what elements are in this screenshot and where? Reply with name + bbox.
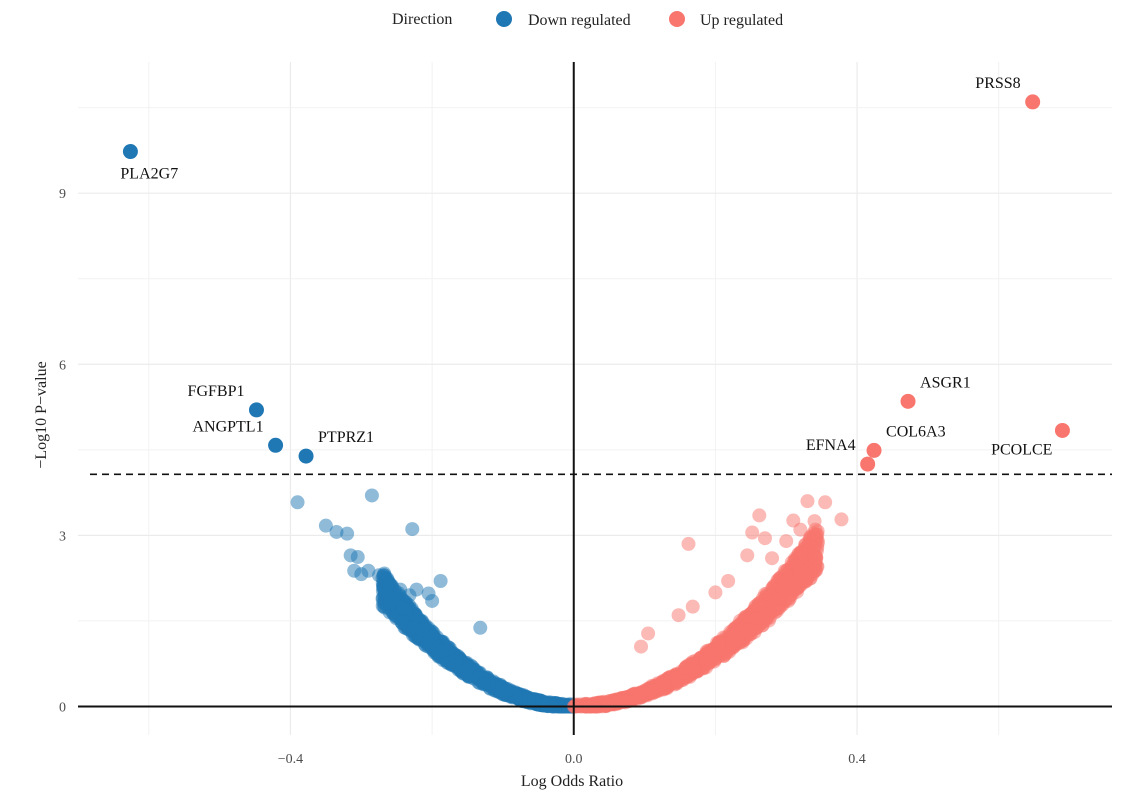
point-down xyxy=(521,693,536,708)
point-up xyxy=(646,683,661,698)
point-up xyxy=(765,551,780,566)
point-up xyxy=(806,526,821,541)
gene-label-fgfbp1: FGFBP1 xyxy=(188,383,245,400)
point-down xyxy=(290,495,305,510)
x-axis-title: Log Odds Ratio xyxy=(521,773,623,790)
gene-labels: PLA2G7 FGFBP1 ANGPTL1 PTPRZ1 PRSS8 ASGR1 COL6A… xyxy=(120,75,1052,459)
x-tick-label: 0.0 xyxy=(565,752,583,767)
point-labeled-fgfbp1 xyxy=(248,402,264,418)
legend-label-up: Up regulated xyxy=(700,12,783,29)
gene-label-angptl1: ANGPTL1 xyxy=(192,418,263,435)
legend-swatch-up xyxy=(669,11,685,27)
axes xyxy=(78,62,1112,735)
gene-label-asgr1: ASGR1 xyxy=(920,374,971,391)
point-up xyxy=(757,531,772,546)
point-labeled-pla2g7 xyxy=(122,144,138,160)
gene-label-ptprz1: PTPRZ1 xyxy=(318,429,374,446)
point-labeled-prss8 xyxy=(1025,94,1041,110)
point-labeled-asgr1 xyxy=(900,393,916,409)
point-up xyxy=(766,579,781,594)
point-up xyxy=(742,623,757,638)
point-down xyxy=(364,488,379,503)
point-up xyxy=(721,574,736,589)
legend-title: Direction xyxy=(392,11,452,28)
point-up xyxy=(713,644,728,659)
point-down xyxy=(350,550,365,565)
point-up xyxy=(800,494,815,509)
x-tick-label: 0.4 xyxy=(848,752,866,767)
point-down xyxy=(473,620,488,635)
point-up xyxy=(807,514,822,529)
point-up xyxy=(679,661,694,676)
gene-label-pcolce: PCOLCE xyxy=(991,441,1052,458)
gene-label-efna4: EFNA4 xyxy=(806,437,856,454)
point-down xyxy=(447,658,462,673)
point-up xyxy=(793,546,808,561)
point-up xyxy=(600,697,615,712)
y-tick-label: 3 xyxy=(59,529,66,544)
point-up xyxy=(752,596,767,611)
point-down xyxy=(405,522,420,537)
point-up xyxy=(701,655,716,670)
y-tick-label: 9 xyxy=(59,187,66,202)
point-up xyxy=(708,585,723,600)
y-tick-label: 6 xyxy=(59,358,66,373)
point-up xyxy=(681,536,696,551)
point-down xyxy=(477,676,492,691)
point-up xyxy=(818,495,833,510)
point-down xyxy=(379,574,394,589)
point-up xyxy=(834,512,849,527)
y-tick-label: 0 xyxy=(59,700,66,715)
point-up xyxy=(634,639,649,654)
point-up xyxy=(685,599,700,614)
legend-swatch-down xyxy=(496,11,512,27)
point-labeled-pcolce xyxy=(1054,422,1070,438)
point-labeled-col6a3 xyxy=(866,442,882,458)
point-down xyxy=(434,644,449,659)
point-down xyxy=(340,526,355,541)
point-down xyxy=(415,623,430,638)
point-up xyxy=(793,522,808,537)
point-up xyxy=(669,671,684,686)
point-up xyxy=(779,534,794,549)
point-labeled-ptprz1 xyxy=(298,448,314,464)
point-down xyxy=(318,518,333,533)
point-up xyxy=(728,632,743,647)
point-up xyxy=(641,626,656,641)
legend-label-down: Down regulated xyxy=(528,12,631,29)
point-up xyxy=(805,539,820,554)
point-up xyxy=(740,548,755,563)
point-up xyxy=(617,694,632,709)
point-down xyxy=(409,582,424,597)
gene-label-prss8: PRSS8 xyxy=(975,75,1020,92)
gene-label-pla2g7: PLA2G7 xyxy=(120,166,178,183)
point-down xyxy=(433,574,448,589)
y-axis-title: −Log10 P−value xyxy=(33,361,50,468)
point-up xyxy=(783,587,798,602)
x-tick-label: −0.4 xyxy=(278,752,303,767)
point-down xyxy=(361,563,376,578)
point-up xyxy=(750,610,765,625)
point-down xyxy=(396,600,411,615)
point-up xyxy=(745,525,760,540)
point-labeled-angptl1 xyxy=(268,437,284,453)
legend: Direction Down regulated Up regulated xyxy=(392,11,783,29)
point-down xyxy=(425,593,440,608)
point-down xyxy=(497,686,512,701)
point-down xyxy=(394,614,409,629)
point-labeled-efna4 xyxy=(860,456,876,472)
point-up xyxy=(752,508,767,523)
gene-label-col6a3: COL6A3 xyxy=(886,423,946,440)
tick-labels: −0.4 0.0 0.4 0 3 6 9 xyxy=(59,187,866,767)
point-up xyxy=(767,602,782,617)
point-up xyxy=(793,563,808,578)
point-down xyxy=(329,524,344,539)
data-points xyxy=(122,94,1070,714)
point-up xyxy=(569,697,584,712)
point-down xyxy=(538,696,553,711)
point-down xyxy=(459,664,474,679)
point-up xyxy=(671,608,686,623)
